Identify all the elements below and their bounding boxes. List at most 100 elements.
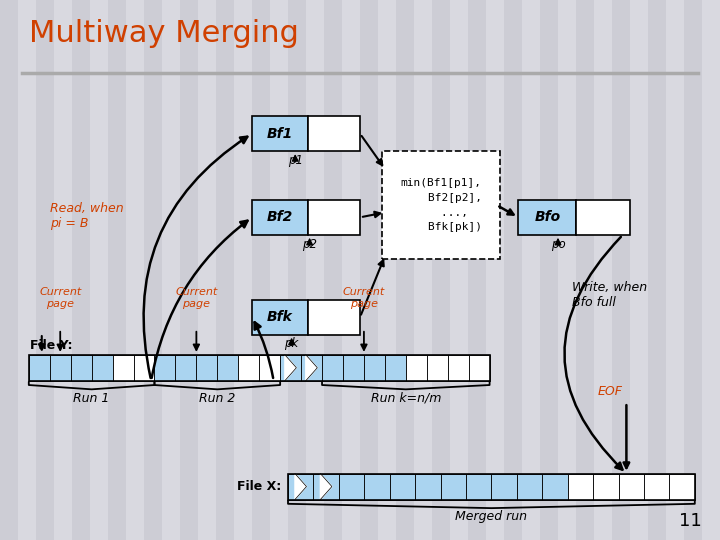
Bar xyxy=(313,474,339,500)
Bar xyxy=(466,474,491,500)
Text: Run 2: Run 2 xyxy=(199,392,235,404)
Bar xyxy=(432,0,450,540)
Bar xyxy=(415,474,441,500)
Bar xyxy=(29,355,490,381)
Bar xyxy=(448,355,469,381)
Bar xyxy=(308,200,360,235)
Bar xyxy=(252,300,308,335)
Text: Run k=n/m: Run k=n/m xyxy=(371,392,441,404)
Bar xyxy=(29,355,50,381)
Bar xyxy=(486,0,504,540)
Bar xyxy=(517,474,542,500)
Bar xyxy=(252,0,270,540)
Bar xyxy=(133,355,155,381)
Bar xyxy=(567,474,593,500)
FancyArrowPatch shape xyxy=(564,237,622,470)
Bar xyxy=(468,0,486,540)
Bar xyxy=(360,0,378,540)
Text: p1: p1 xyxy=(288,154,302,167)
Bar xyxy=(364,474,390,500)
Bar xyxy=(339,474,364,500)
Bar xyxy=(540,0,558,540)
FancyArrowPatch shape xyxy=(255,322,273,378)
Text: po: po xyxy=(551,238,565,251)
Text: Current
page: Current page xyxy=(343,287,385,309)
Text: Current
page: Current page xyxy=(39,287,81,309)
FancyBboxPatch shape xyxy=(382,151,500,259)
Bar xyxy=(288,0,306,540)
Bar xyxy=(577,200,630,235)
Bar xyxy=(343,355,364,381)
Bar xyxy=(504,0,522,540)
Bar xyxy=(18,0,36,540)
Bar xyxy=(288,474,313,500)
Text: p2: p2 xyxy=(302,238,317,251)
Bar xyxy=(396,0,414,540)
Text: Merged run: Merged run xyxy=(455,510,527,523)
Bar xyxy=(217,355,238,381)
Bar xyxy=(270,0,288,540)
Text: Bf1: Bf1 xyxy=(267,127,293,140)
Text: Multiway Merging: Multiway Merging xyxy=(29,19,299,48)
Bar xyxy=(378,0,396,540)
Bar xyxy=(162,0,180,540)
Bar xyxy=(252,200,308,235)
Bar xyxy=(155,355,176,381)
Bar xyxy=(666,0,684,540)
Polygon shape xyxy=(306,355,318,381)
Bar xyxy=(558,0,576,540)
Bar xyxy=(197,355,217,381)
Polygon shape xyxy=(295,474,307,500)
Text: File Y:: File Y: xyxy=(30,339,73,352)
Bar xyxy=(364,355,385,381)
Bar xyxy=(450,0,468,540)
Polygon shape xyxy=(320,474,332,500)
Bar xyxy=(180,0,198,540)
Bar xyxy=(90,0,108,540)
Bar xyxy=(441,474,466,500)
Text: Bfo: Bfo xyxy=(534,211,560,224)
Text: EOF: EOF xyxy=(598,385,623,398)
Text: 11: 11 xyxy=(679,512,702,530)
Bar xyxy=(522,0,540,540)
Bar xyxy=(469,355,490,381)
Text: Bf2: Bf2 xyxy=(267,211,293,224)
Bar xyxy=(491,474,517,500)
Bar xyxy=(306,0,324,540)
Bar xyxy=(72,0,90,540)
Bar xyxy=(176,355,197,381)
Text: min(Bf1[p1],
    Bf2[p2],
    ...,
    Bfk[pk]): min(Bf1[p1], Bf2[p2], ..., Bfk[pk]) xyxy=(400,178,482,232)
Bar xyxy=(593,474,618,500)
Bar xyxy=(576,0,594,540)
Bar xyxy=(36,0,54,540)
Bar xyxy=(301,355,322,381)
Bar xyxy=(50,355,71,381)
Bar xyxy=(308,116,360,151)
Bar xyxy=(684,0,702,540)
Bar xyxy=(322,355,343,381)
Bar xyxy=(259,355,280,381)
Bar xyxy=(702,0,720,540)
Bar xyxy=(414,0,432,540)
Bar xyxy=(126,0,144,540)
Bar xyxy=(280,355,301,381)
Bar xyxy=(324,0,342,540)
Bar xyxy=(0,0,18,540)
Bar xyxy=(385,355,406,381)
Text: Read, when
pi = B: Read, when pi = B xyxy=(50,202,124,230)
Bar xyxy=(234,0,252,540)
Bar xyxy=(612,0,630,540)
Bar xyxy=(54,0,72,540)
Bar xyxy=(198,0,216,540)
Bar xyxy=(518,200,577,235)
Polygon shape xyxy=(285,355,297,381)
Text: Current
page: Current page xyxy=(175,287,217,309)
Bar xyxy=(644,474,670,500)
Bar xyxy=(594,0,612,540)
Bar xyxy=(288,474,695,500)
Bar xyxy=(390,474,415,500)
Bar xyxy=(71,355,91,381)
Bar xyxy=(542,474,567,500)
Text: Write, when
Bfo full: Write, when Bfo full xyxy=(572,281,647,309)
Bar xyxy=(91,355,112,381)
